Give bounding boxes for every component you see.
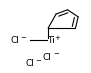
Text: −: − <box>35 58 41 64</box>
Text: −: − <box>20 35 26 41</box>
Text: −: − <box>53 51 59 57</box>
Text: +: + <box>54 35 60 41</box>
Text: Cl: Cl <box>25 59 34 68</box>
Text: Ti: Ti <box>47 36 55 45</box>
Text: Cl: Cl <box>43 53 52 62</box>
Text: Cl: Cl <box>10 36 19 45</box>
